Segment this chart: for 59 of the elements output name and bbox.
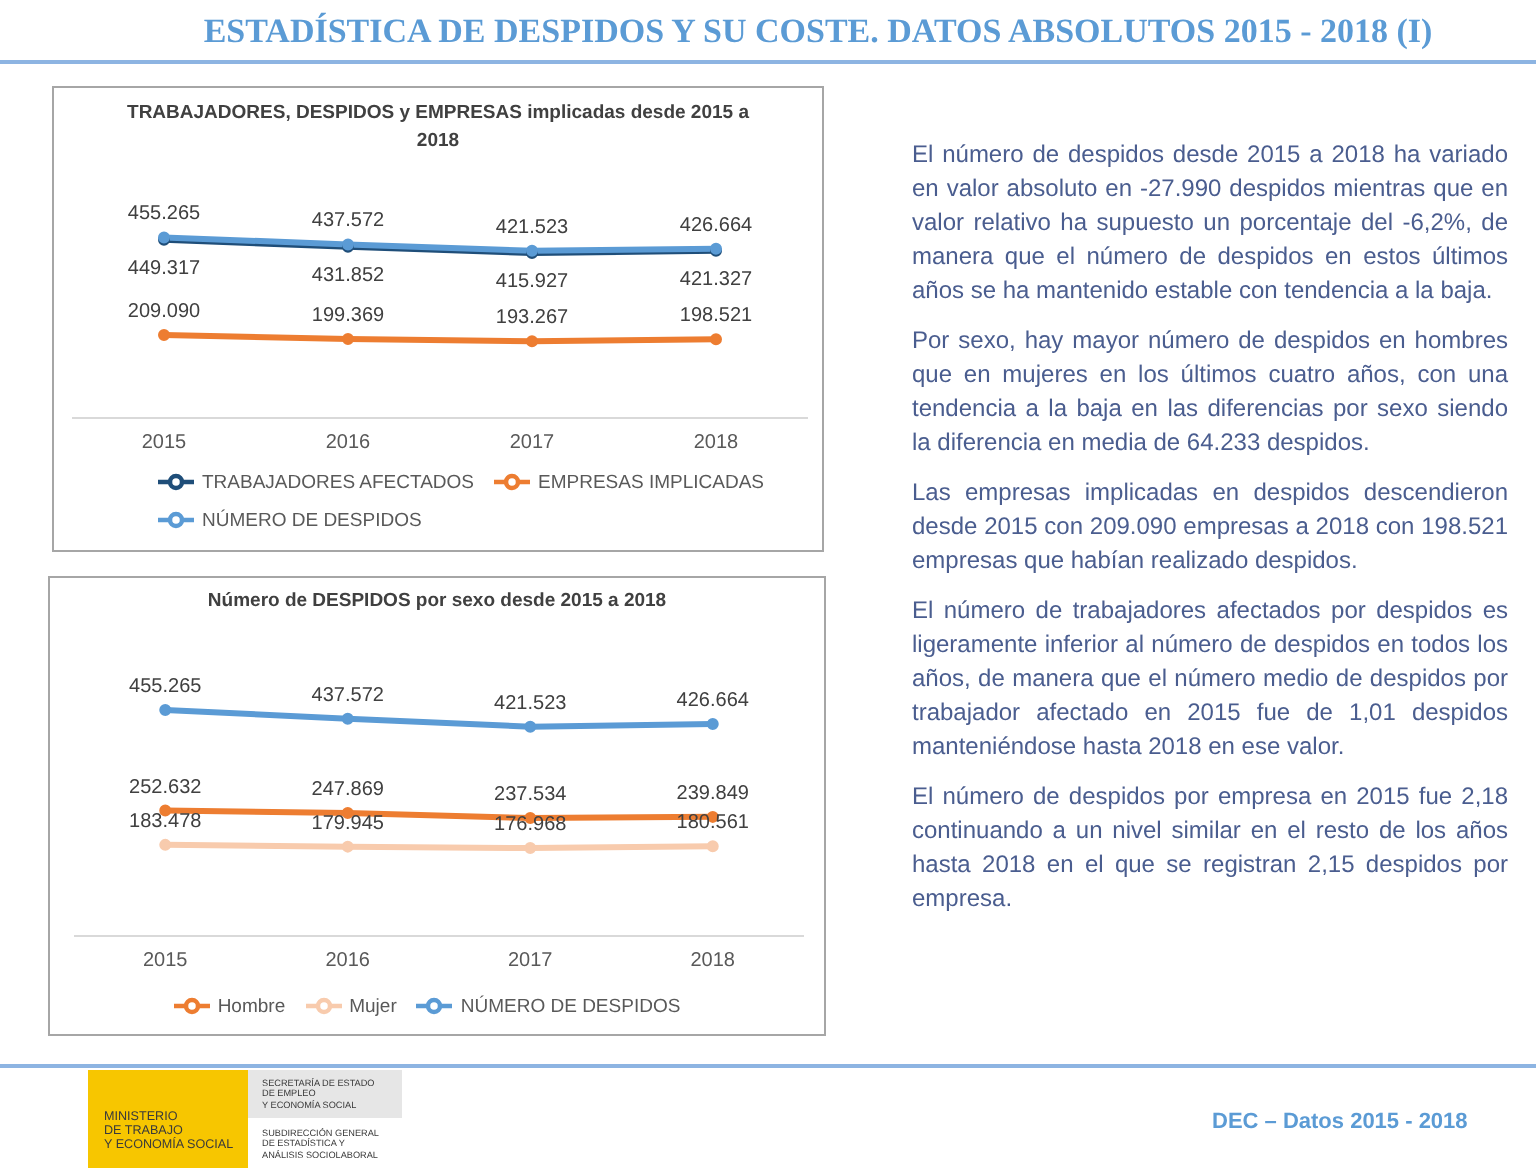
legend-label: NÚMERO DE DESPIDOS: [460, 996, 681, 1018]
data-label: 247.869: [311, 778, 385, 801]
data-label: 455.265: [129, 675, 203, 698]
x-tick-label: 2017: [508, 950, 554, 973]
data-label: 426.664: [676, 690, 750, 713]
point: [158, 329, 170, 342]
chart-title: TRABAJADORES, DESPIDOS y EMPRESAS implicadas desde 2015 a 2018: [127, 102, 749, 152]
data-label: 421.327: [679, 268, 754, 291]
data-label: 198.521: [679, 305, 754, 328]
legend-label: Hombre: [217, 996, 286, 1018]
point: [159, 838, 172, 851]
data-label: 449.317: [127, 257, 202, 280]
data-label: 193.267: [495, 307, 570, 330]
data-label: 199.369: [311, 304, 386, 327]
point: [342, 332, 354, 345]
text: El número de despidos desde 2015 a 2018 ha variado en valor absoluto en -27.990 despidos mientras que en valor relativo ha supuesto un porcentaje del -6,2%, de manera que el número de despidos en estos últimos años se ha mantenido estable con tendencia a la baja.: [912, 140, 1508, 304]
text: El número de trabajadores afectados por despidos es ligeramente inferior al número de despidos en todos los años, de manera que el número medio de despidos por trabajador afectado en 2015 fue de 1,01 despidos manteniéndose hasta 2018 en ese valor.: [912, 596, 1508, 760]
x-tick-label: 2016: [325, 950, 371, 973]
data-label: 180.561: [676, 812, 750, 835]
data-label: 176.968: [494, 814, 568, 837]
data-label: 252.632: [129, 776, 203, 799]
point: [159, 703, 172, 716]
data-label: 437.572: [311, 210, 386, 233]
text: DEC – Datos 2015 - 2018: [1212, 1110, 1468, 1134]
data-label: 431.852: [311, 264, 386, 287]
point: [706, 718, 719, 731]
text: Las empresas implicadas en despidos descendieron desde 2015 con 209.090 empresas a 2018 con 198.521 empresas que habían realizado despidos.: [912, 478, 1508, 574]
x-tick-label: 2015: [143, 950, 189, 973]
point: [341, 840, 354, 853]
point: [341, 712, 354, 725]
legend-label: Mujer: [349, 996, 397, 1018]
legend-label: TRABAJADORES AFECTADOS: [202, 472, 475, 494]
text: El número de despidos por empresa en 2015 fue 2,18 continuando a un nivel similar en el resto de los años hasta 2018 en el que se registran 2,15 despidos por empresa.: [912, 782, 1508, 912]
point: [524, 720, 537, 733]
data-label: 179.945: [311, 812, 385, 835]
point: [524, 842, 537, 855]
data-label: 421.523: [494, 692, 568, 715]
data-label: 209.090: [127, 301, 202, 324]
data-label: 437.572: [311, 684, 385, 707]
x-tick-label: 2018: [690, 950, 736, 973]
point: [710, 333, 722, 346]
text: ESTADÍSTICA DE DESPIDOS Y SU COSTE. DATOS ABSOLUTOS 2015 - 2018 (I): [203, 12, 1433, 50]
data-label: 237.534: [494, 784, 568, 807]
data-label: 455.265: [127, 203, 202, 226]
data-label: 426.664: [679, 214, 754, 237]
legend-label: EMPRESAS IMPLICADAS: [538, 472, 764, 494]
legend-label: NÚMERO DE DESPIDOS: [202, 510, 422, 532]
x-tick-label: 2015: [141, 432, 188, 455]
data-label: 183.478: [129, 810, 203, 833]
x-tick-label: 2016: [325, 432, 372, 455]
point: [526, 335, 538, 348]
chart-title: Número de DESPIDOS por sexo desde 2015 a 2018: [207, 590, 667, 612]
point: [706, 840, 719, 853]
x-tick-label: 2017: [509, 432, 556, 455]
text: Por sexo, hay mayor número de despidos en hombres que en mujeres en los últimos cuatro años, con una tendencia a la baja en las diferencias por sexo siendo la diferencia en media de 64.233 despidos.: [912, 326, 1508, 456]
data-label: 421.523: [495, 216, 570, 239]
data-label: 415.927: [495, 271, 570, 294]
x-tick-label: 2018: [693, 432, 740, 455]
data-label: 239.849: [676, 782, 750, 805]
